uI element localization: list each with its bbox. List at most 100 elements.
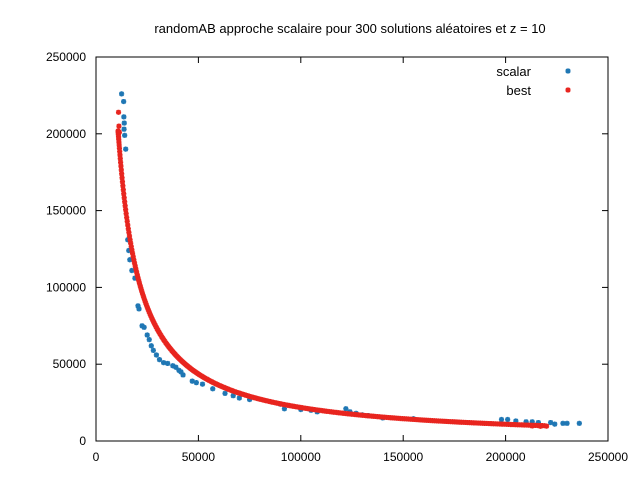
best-point <box>129 247 135 253</box>
best-point <box>122 199 128 205</box>
scalar-point <box>136 306 142 312</box>
scalar-point <box>178 369 184 375</box>
scalar-point <box>153 352 160 358</box>
legend-label-best: best <box>506 83 531 98</box>
best-point <box>116 145 123 151</box>
scalar-point <box>523 419 529 425</box>
best-point <box>117 155 123 162</box>
best-point <box>116 139 122 145</box>
scalar-point <box>173 364 179 370</box>
best-point <box>134 272 140 278</box>
best-point <box>128 243 134 250</box>
scalar-point <box>141 324 147 330</box>
scalar-point <box>560 420 566 426</box>
best-point <box>119 175 125 181</box>
scalar-point <box>222 390 228 396</box>
scalar-point <box>121 126 127 132</box>
scalar-point <box>548 419 554 426</box>
scalar-point <box>281 406 288 412</box>
scalar-point <box>505 416 511 423</box>
best-point <box>143 300 149 306</box>
best-point <box>135 275 141 281</box>
scalar-point <box>189 378 195 384</box>
best-point <box>116 136 122 142</box>
best-point <box>118 167 124 173</box>
scalar-point <box>146 337 152 343</box>
best-point <box>145 306 151 313</box>
scalar-point <box>144 332 150 338</box>
scalar-point <box>498 416 505 423</box>
x-tick-label: 200000 <box>486 450 526 464</box>
scalar-point <box>564 420 570 426</box>
best-point <box>126 233 133 239</box>
best-point <box>132 263 138 269</box>
best-point <box>124 214 130 221</box>
scalar-point <box>160 360 167 366</box>
best-point <box>118 163 124 169</box>
x-tick-label: 150000 <box>383 450 423 464</box>
scalar-point <box>150 347 156 353</box>
scalar-point <box>230 393 236 399</box>
y-tick-label: 250000 <box>46 50 86 64</box>
y-tick-label: 150000 <box>46 204 86 218</box>
best-point <box>146 309 152 315</box>
scalar-point <box>180 372 186 378</box>
chart-title: randomAB approche scalaire pour 300 solu… <box>154 21 545 36</box>
y-tick-label: 200000 <box>46 127 86 141</box>
scalar-point <box>552 421 558 427</box>
best-point <box>117 148 123 155</box>
best-point <box>116 123 122 129</box>
y-tick-label: 100000 <box>46 280 86 294</box>
scalar-point <box>535 419 541 426</box>
axes: 0 50000 100000 150000 200000 250000 0 50000 1000… <box>46 50 628 464</box>
best-point <box>543 423 550 429</box>
best-point <box>141 295 147 301</box>
scalar-point <box>126 247 132 254</box>
best-point <box>147 311 153 317</box>
scalar-point <box>135 303 141 309</box>
best-point <box>131 260 138 266</box>
scalar-point <box>193 380 199 386</box>
best-point <box>131 257 137 263</box>
best-point <box>118 159 124 165</box>
best-point <box>115 109 122 115</box>
scalar-point <box>529 419 535 425</box>
plot-frame <box>95 56 609 442</box>
best-point <box>133 266 139 272</box>
best-point <box>127 237 133 243</box>
scalar-point <box>576 420 582 426</box>
best-point <box>529 423 535 429</box>
scalar-point <box>121 120 127 126</box>
best-point <box>128 240 134 246</box>
best-point <box>136 277 142 284</box>
best-point <box>125 222 131 228</box>
best-point <box>125 226 131 232</box>
best-point <box>123 211 129 217</box>
y-tick-label: 0 <box>79 434 86 448</box>
scalar-point <box>513 418 519 424</box>
best-point <box>137 283 143 289</box>
best-point <box>121 191 127 197</box>
legend-marker-best <box>565 87 571 93</box>
best-point <box>117 152 123 158</box>
scalar-point <box>123 146 129 152</box>
y-tick-label: 50000 <box>53 357 87 371</box>
data-points <box>115 91 582 429</box>
scalar-point <box>148 343 154 349</box>
scalar-point <box>122 132 128 138</box>
scalar-point <box>119 91 125 97</box>
scalar-point <box>199 381 206 387</box>
best-point <box>130 253 136 260</box>
best-point <box>129 250 136 256</box>
scalar-point <box>165 360 171 367</box>
scalar-point <box>121 98 127 105</box>
best-point <box>126 229 132 236</box>
best-point <box>120 187 126 193</box>
scalar-point <box>210 386 216 392</box>
legend: scalar best <box>496 64 571 98</box>
best-point <box>142 298 148 304</box>
best-point <box>143 302 150 308</box>
x-tick-label: 250000 <box>588 450 628 464</box>
legend-label-scalar: scalar <box>496 64 531 79</box>
